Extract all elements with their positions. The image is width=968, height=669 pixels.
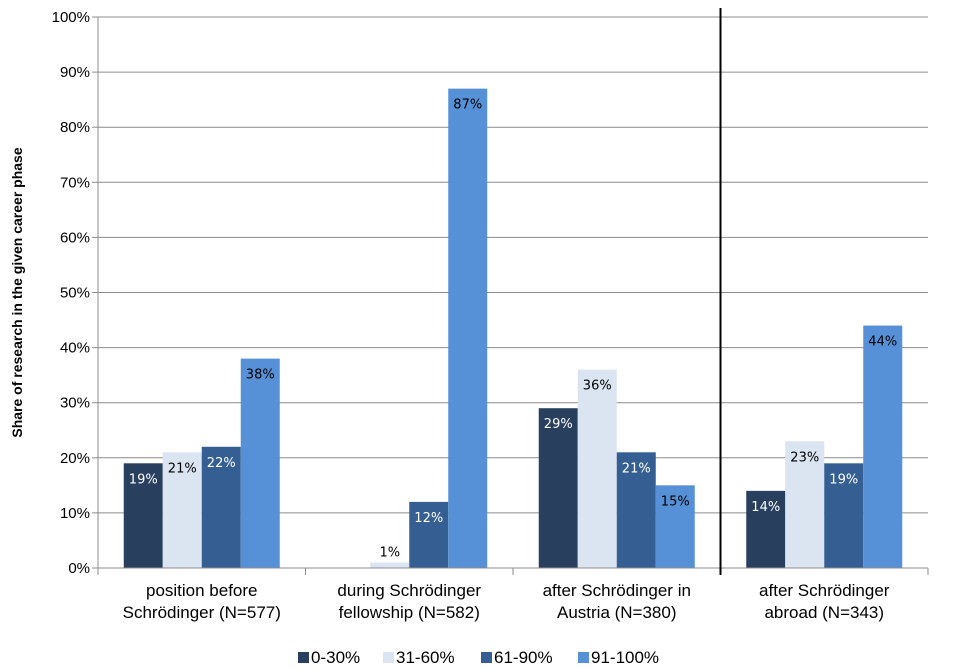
y-axis-tick-labels: 0% 10% 20% 30% 40% 50% 60% 70% 80% 90% 100% (52, 9, 90, 577)
legend-label: 61-90% (494, 648, 553, 667)
legend-swatch (481, 652, 492, 663)
category-label: after Schrödinger abroad (N=343) (759, 581, 890, 622)
bar (448, 88, 488, 568)
data-label: 87% (453, 98, 482, 113)
data-label: 12% (414, 511, 443, 526)
data-label: 29% (544, 417, 573, 432)
data-label: 15% (661, 494, 690, 509)
data-label: 1% (379, 545, 400, 560)
category-label: after Schrödinger in Austria (N=380) (543, 581, 691, 622)
y-tick-label: 20% (60, 450, 90, 467)
y-tick-label: 40% (60, 340, 90, 357)
legend: 0-30% 31-60% 61-90% 91-100% (298, 648, 659, 667)
category-label: position before Schrödinger (N=577) (123, 581, 281, 622)
bar (370, 562, 410, 568)
bar (162, 452, 202, 568)
bar (538, 408, 578, 568)
bar (240, 358, 280, 568)
bar (577, 369, 617, 568)
bars: 19% 21% 22% 38% 1% 12% 87% 29% 36% 21% 15% 14% 23% 19… (123, 88, 903, 568)
data-label: 19% (129, 472, 158, 487)
y-tick-label: 10% (60, 505, 90, 522)
y-tick-label: 100% (52, 9, 90, 26)
bar (201, 446, 241, 568)
bar (824, 463, 864, 568)
y-tick-label: 0% (68, 560, 90, 577)
data-label: 38% (246, 368, 275, 383)
data-label: 36% (583, 379, 612, 394)
category-labels: position before Schrödinger (N=577) during… (123, 581, 890, 622)
data-label: 21% (622, 461, 651, 476)
bar (616, 452, 656, 568)
bar (863, 325, 903, 568)
data-label: 23% (790, 450, 819, 465)
bar (785, 441, 825, 568)
bar (746, 490, 786, 568)
data-label: 14% (751, 500, 780, 515)
legend-label: 91-100% (591, 648, 659, 667)
y-tick-label: 80% (60, 119, 90, 136)
bar (409, 501, 449, 568)
y-tick-label: 70% (60, 174, 90, 191)
y-tick-label: 60% (60, 229, 90, 246)
y-tick-label: 50% (60, 285, 90, 302)
bar (123, 463, 163, 568)
legend-label: 31-60% (396, 648, 455, 667)
legend-label: 0-30% (311, 648, 360, 667)
y-tick-label: 90% (60, 64, 90, 81)
data-label: 19% (829, 472, 858, 487)
y-axis-label: Share of research in the given career ph… (9, 147, 25, 437)
bar (655, 485, 695, 568)
legend-swatch (383, 652, 394, 663)
data-label: 22% (207, 456, 236, 471)
legend-swatch (578, 652, 589, 663)
y-tick-label: 30% (60, 395, 90, 412)
category-label: during Schrödinger fellowship (N=582) (337, 581, 481, 622)
axes (92, 8, 929, 575)
legend-swatch (298, 652, 309, 663)
data-label: 21% (168, 461, 197, 476)
data-label: 44% (868, 335, 897, 350)
